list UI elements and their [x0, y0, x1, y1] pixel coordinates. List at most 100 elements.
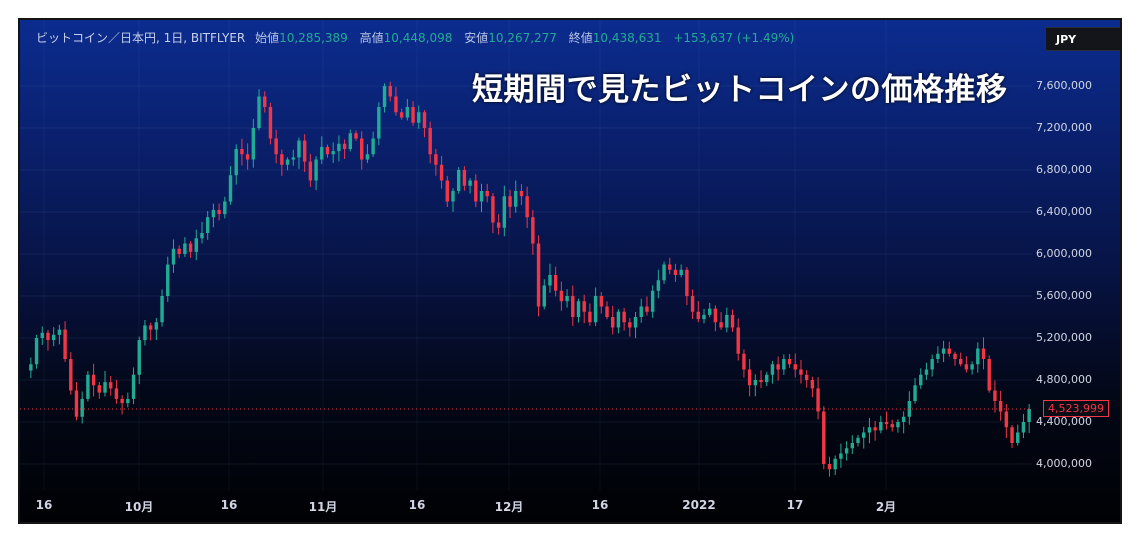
candle-body — [588, 311, 592, 323]
candle-up — [856, 434, 860, 447]
candle-body — [605, 306, 609, 317]
candle-body — [787, 359, 792, 365]
low-value: 10,267,277 — [488, 31, 557, 45]
candle-body — [166, 264, 170, 296]
candle-up — [417, 105, 421, 129]
candle-body — [194, 238, 198, 252]
candle-down — [536, 235, 541, 317]
candle-up — [183, 237, 187, 257]
candle-body — [80, 398, 84, 417]
candle-down — [953, 351, 957, 366]
high-label: 高値 — [359, 31, 384, 45]
candle-up — [1021, 413, 1026, 439]
candle-up — [976, 342, 980, 373]
candle-body — [753, 380, 758, 386]
candle-up — [251, 118, 256, 168]
candle-body — [439, 164, 444, 181]
candle-down — [799, 359, 803, 384]
candle-body — [913, 385, 917, 401]
candle-up — [137, 336, 141, 385]
y-tick-label: 4,400,000 — [1036, 415, 1092, 428]
candle-body — [491, 196, 495, 223]
candle-body — [337, 143, 341, 152]
y-tick-label: 4,800,000 — [1036, 373, 1092, 386]
candle-down — [496, 214, 501, 235]
candle-down — [827, 456, 832, 477]
candle-body — [924, 369, 929, 375]
candle-body — [377, 107, 381, 139]
candle-up — [970, 361, 974, 375]
candle-up — [211, 203, 216, 228]
chart-headline: 短期間で見たビットコインの価格推移 — [472, 72, 1008, 108]
candle-up — [337, 135, 341, 162]
candle-down — [713, 305, 718, 332]
candle-body — [445, 180, 449, 202]
candle-down — [120, 395, 124, 415]
candle-down — [822, 406, 826, 470]
y-tick-label: 5,600,000 — [1036, 289, 1092, 302]
candle-body — [211, 209, 216, 218]
currency-selector[interactable]: JPY — [1045, 27, 1120, 51]
candle-body — [890, 424, 894, 428]
candle-body — [542, 285, 546, 307]
candle-body — [884, 422, 889, 425]
candle-down — [685, 267, 689, 306]
candle-down — [114, 379, 119, 404]
candle-up — [160, 289, 164, 327]
candle-body — [799, 369, 803, 375]
candlestick-chart[interactable] — [20, 20, 1120, 522]
close-value: 10,438,631 — [592, 31, 662, 45]
candle-down — [747, 359, 752, 397]
candle-down — [148, 322, 153, 341]
candle-up — [200, 221, 204, 244]
candle-body — [765, 374, 769, 383]
candle-up — [29, 357, 33, 378]
chart-legend: ビットコイン／日本円, 1日, BITFLYER 始値10,285,389 高値… — [36, 29, 794, 46]
candle-body — [958, 359, 963, 365]
candle-down — [816, 377, 820, 420]
candle-up — [382, 83, 387, 113]
candle-down — [280, 149, 284, 176]
candle-body — [143, 325, 147, 341]
candle-down — [325, 144, 330, 158]
candle-down — [1010, 424, 1014, 449]
candle-down — [388, 81, 392, 102]
candle-body — [69, 359, 73, 391]
candle-body — [394, 96, 398, 113]
candle-body — [981, 348, 986, 359]
candle-up — [850, 435, 855, 454]
candle-body — [223, 201, 227, 215]
candle-down — [571, 285, 575, 326]
candle-body — [576, 301, 581, 317]
candle-down — [793, 353, 797, 378]
candle-body — [405, 107, 410, 118]
candle-up — [1016, 424, 1020, 446]
candle-body — [1010, 427, 1014, 443]
candle-body — [964, 364, 969, 370]
candle-up — [57, 324, 62, 345]
candle-body — [57, 329, 62, 335]
candle-down — [787, 353, 792, 368]
candle-down — [810, 376, 815, 398]
candle-body — [234, 149, 238, 176]
candle-body — [91, 374, 96, 386]
candle-down — [559, 281, 564, 311]
candle-body — [302, 140, 307, 162]
candle-body — [29, 364, 33, 371]
candle-down — [422, 110, 427, 138]
candle-body — [639, 306, 643, 317]
candle-down — [804, 370, 809, 388]
candle-body — [679, 269, 683, 275]
candle-body — [650, 290, 655, 312]
candle-body — [987, 359, 991, 391]
candle-body — [228, 175, 233, 202]
candle-down — [399, 108, 404, 120]
candle-body — [365, 154, 370, 160]
candle-down — [1004, 404, 1009, 438]
candle-down — [673, 263, 678, 282]
candle-down — [588, 303, 592, 326]
candle-body — [1016, 432, 1020, 443]
candle-up — [770, 360, 775, 384]
candle-body — [360, 138, 364, 160]
x-tick-label: 16 — [591, 498, 609, 512]
